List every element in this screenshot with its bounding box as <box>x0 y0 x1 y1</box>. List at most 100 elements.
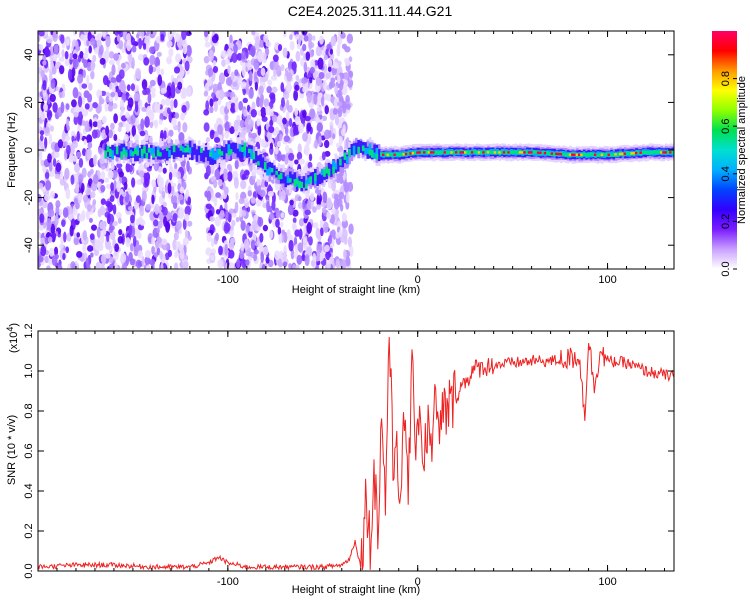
spectrogram-cell <box>304 254 310 267</box>
spectrogram-cell <box>170 182 177 188</box>
spectrogram-cell <box>108 263 115 269</box>
spectrogram-cell <box>182 122 188 133</box>
spectrogram-cell <box>40 69 45 79</box>
spectrogram-cell <box>151 236 156 245</box>
spectrogram-cell <box>141 256 145 268</box>
spectrogram-cell <box>154 203 160 215</box>
y-tick-label: 1.0 <box>23 363 35 378</box>
spectrogram-cell <box>377 149 381 162</box>
spectrogram-cell <box>464 151 467 154</box>
spectrogram-cell <box>259 154 262 168</box>
spectrogram-cell <box>283 31 287 38</box>
spectrogram-cell <box>263 98 270 108</box>
spectrogram-cell <box>257 184 262 195</box>
spectrogram-cell <box>278 115 284 127</box>
spectrogram-cell <box>60 34 65 44</box>
spectrogram-cell <box>233 176 239 189</box>
spectrogram-cell <box>289 34 293 40</box>
spectrogram-cell <box>104 150 108 159</box>
spectrogram-cell <box>505 150 509 155</box>
spectrogram-cell <box>116 180 121 193</box>
spectrogram-cell <box>316 122 323 133</box>
spectrogram-cell <box>184 205 191 216</box>
spectrogram-cell <box>248 70 253 82</box>
spectrogram-cell <box>245 146 249 158</box>
spectrogram-cell <box>136 150 139 162</box>
spectrogram-cell <box>64 50 69 60</box>
spectrogram-cell <box>302 176 306 188</box>
spectrogram-cell <box>224 209 229 221</box>
spectrogram-cell <box>206 149 210 161</box>
spectrogram-cell <box>141 79 148 90</box>
spectrogram-cell <box>166 107 171 115</box>
spectrogram-cell <box>555 152 558 156</box>
spectrogram-cell <box>295 74 300 81</box>
spectrogram-cell <box>224 243 228 256</box>
spectrogram-cell <box>305 51 311 61</box>
spectrogram-cell <box>167 135 172 146</box>
colorbar-scale <box>712 31 737 269</box>
spectrogram-cell <box>156 149 160 157</box>
spectrogram-cell <box>258 243 264 252</box>
spectrogram-cell <box>158 205 163 212</box>
spectrogram-cell <box>231 96 236 104</box>
spectrogram-cell <box>337 74 341 84</box>
spectrogram-cell <box>209 98 214 107</box>
spectrogram-cell <box>228 262 235 269</box>
spectrogram-cell <box>303 226 307 236</box>
spectrogram-cell <box>71 140 78 149</box>
y-tick-label: 0.8 <box>23 403 35 418</box>
spectrogram-cell <box>655 150 659 155</box>
spectrogram-cell <box>225 144 228 154</box>
spectrogram-cell <box>157 166 163 174</box>
spectrogram-cell <box>334 163 338 170</box>
spectrogram-cell <box>226 48 233 57</box>
spectrogram-cell <box>571 153 574 156</box>
spectrogram-cell <box>135 195 141 203</box>
spectrogram-cell <box>238 147 242 159</box>
spectrogram-cell <box>228 249 235 259</box>
spectrogram-cell <box>261 157 265 169</box>
spectrogram-cell <box>314 173 317 181</box>
spectrogram-cell <box>322 221 329 234</box>
spectrogram-cell <box>144 250 152 258</box>
spectrogram-cell <box>453 150 456 154</box>
spectrogram-cell <box>326 93 332 102</box>
spectrogram-cell <box>156 236 162 244</box>
spectrogram-cell <box>320 169 324 176</box>
spectrogram-cell <box>598 153 602 157</box>
spectrogram-cell <box>266 169 269 176</box>
spectrogram-cell <box>393 153 396 156</box>
spectrogram-cell <box>450 151 453 154</box>
spectrogram-cell <box>203 109 210 116</box>
spectrogram-cell <box>81 182 85 193</box>
spectrogram-cell <box>240 81 247 90</box>
spectrogram-cell <box>289 40 295 51</box>
spectrogram-cell <box>253 254 258 262</box>
spectrogram-cell <box>99 57 106 65</box>
spectrogram-cell <box>250 149 253 160</box>
spectrogram-cell <box>628 151 632 156</box>
spectrogram-cell <box>263 161 267 171</box>
spectrogram-cell <box>364 147 367 155</box>
spectrogram-cell <box>484 150 488 154</box>
spectrogram-cell <box>275 170 278 175</box>
spectrogram-cell <box>72 87 79 99</box>
spectrogram-cell <box>295 178 299 185</box>
spectrogram-cell <box>218 245 223 256</box>
spectrogram-cell <box>49 93 56 103</box>
spectrogram-cell <box>260 251 265 263</box>
spectrogram-cell <box>135 259 142 269</box>
spectrogram-cell <box>541 150 545 155</box>
spectrogram-cell <box>280 212 285 219</box>
spectrogram-cell <box>288 171 292 185</box>
spectrogram-cell <box>77 95 83 108</box>
spectrogram-cell <box>228 208 235 215</box>
spectrogram-cell <box>137 232 142 240</box>
spectrogram-cell <box>58 56 65 62</box>
spectrogram-cell <box>238 144 242 152</box>
spectrogram-cell <box>557 152 560 156</box>
spectrogram-cell <box>55 162 62 173</box>
spectrogram-ticks: -100 0 100 -40 -20 0 20 40 <box>23 31 674 286</box>
spectrogram-cell <box>117 235 124 244</box>
